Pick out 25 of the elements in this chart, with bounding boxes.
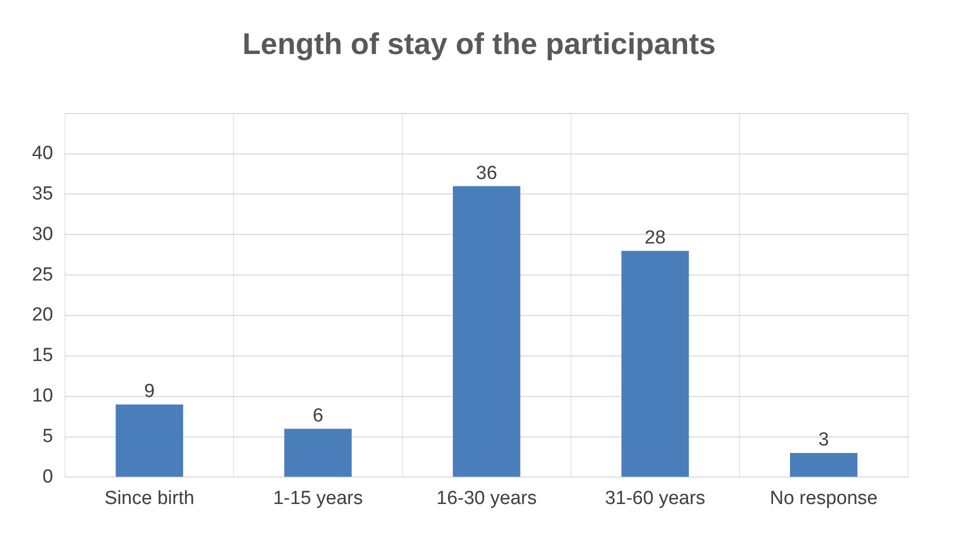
y-tick-label: 15: [32, 345, 54, 366]
y-tick-label: 0: [42, 466, 54, 488]
y-tick-label: 40: [32, 143, 54, 164]
x-tick-label: 31-60 years: [604, 488, 706, 509]
bar: [284, 428, 352, 477]
y-tick-label: 35: [32, 183, 54, 204]
data-label: 3: [818, 430, 829, 451]
chart-title: Length of stay of the participants: [241, 28, 717, 62]
y-tick-label: 30: [32, 224, 54, 245]
y-tick-label: 20: [32, 304, 54, 326]
x-tick-label: 1-15 years: [273, 488, 363, 509]
y-tick-label: 5: [42, 426, 54, 448]
data-label: 36: [476, 162, 498, 184]
data-label: 28: [644, 228, 666, 249]
x-tick-label: Since birth: [104, 488, 194, 509]
y-tick-label: 10: [32, 386, 54, 407]
bar: [790, 452, 858, 477]
bar: [621, 250, 689, 477]
bar: [116, 404, 184, 477]
data-label: 6: [312, 405, 324, 426]
bar: [452, 186, 520, 477]
x-tick-label: No response: [770, 488, 878, 509]
y-tick-label: 25: [32, 264, 54, 286]
data-label: 9: [144, 381, 155, 402]
x-tick-label: 16-30 years: [436, 488, 537, 509]
